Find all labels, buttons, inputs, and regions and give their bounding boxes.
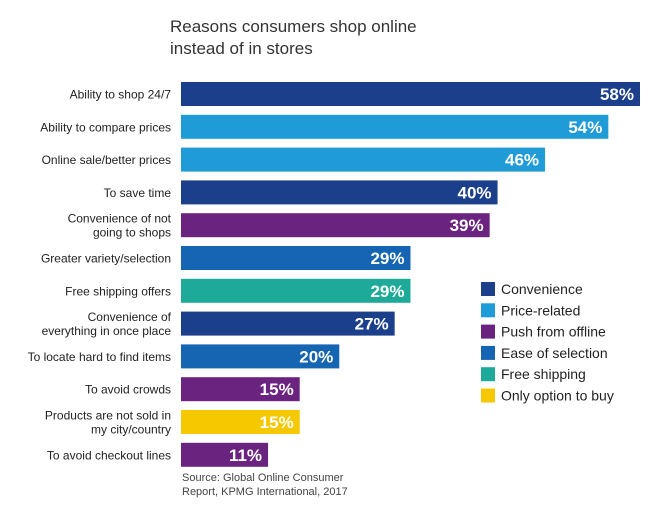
- bar: [181, 442, 269, 467]
- bar-value-label: 58%: [600, 85, 634, 104]
- source-line-1: Source: Global Online Consumer: [182, 472, 344, 484]
- legend-label: Free shipping: [501, 366, 586, 382]
- legend-swatch: [481, 282, 495, 296]
- category-label: Ability to shop 24/7: [70, 88, 172, 102]
- category-label: Convenience of: [88, 310, 172, 324]
- category-label: Ability to compare prices: [40, 120, 171, 134]
- legend-label: Push from offline: [501, 324, 606, 340]
- legend-swatch: [481, 367, 495, 382]
- bar-value-label: 29%: [370, 282, 404, 301]
- category-label: my city/country: [91, 423, 171, 437]
- bar: [181, 377, 300, 402]
- legend-swatch: [481, 388, 495, 403]
- bar-value-label: 15%: [260, 413, 294, 432]
- bar: [181, 344, 340, 369]
- source-note: Source: Global Online Consumer Report, K…: [182, 471, 348, 499]
- category-label: Greater variety/selection: [41, 252, 171, 266]
- legend-label: Ease of selection: [501, 345, 608, 361]
- legend-swatch: [481, 324, 495, 339]
- legend-swatch: [481, 303, 495, 318]
- bar-value-label: 54%: [568, 118, 602, 137]
- bar-value-label: 40%: [458, 183, 492, 202]
- legend-swatch: [481, 345, 495, 360]
- bar: [181, 278, 411, 303]
- bar-value-label: 27%: [355, 315, 389, 334]
- bar: [181, 410, 300, 434]
- bar-value-label: 20%: [299, 347, 333, 366]
- legend-label: Only option to buy: [501, 388, 614, 404]
- bar: [181, 147, 546, 172]
- legend-label: Convenience: [501, 281, 583, 297]
- source-line-2: Report, KPMG International, 2017: [182, 486, 348, 498]
- bar: [181, 213, 490, 238]
- chart-title: Reasons consumers shop online instead of…: [170, 16, 417, 60]
- bar-value-label: 15%: [260, 380, 294, 399]
- category-label: Free shipping offers: [65, 284, 171, 298]
- category-label: To avoid crowds: [85, 383, 171, 397]
- category-label: To avoid checkout lines: [47, 448, 171, 462]
- category-label: To save time: [104, 186, 172, 200]
- category-label: Online sale/better prices: [42, 153, 171, 167]
- bar-value-label: 29%: [370, 249, 404, 268]
- category-label: Convenience of not: [68, 212, 172, 226]
- chart-title-line-2: instead of in stores: [170, 39, 313, 58]
- category-label: Products are not sold in: [45, 409, 171, 423]
- bar: [181, 82, 640, 106]
- bar-value-label: 39%: [450, 216, 484, 235]
- bar: [181, 180, 498, 205]
- category-label: everything in once place: [42, 324, 172, 338]
- category-label: going to shops: [93, 226, 171, 240]
- bar-value-label: 11%: [229, 446, 262, 465]
- bar: [181, 114, 609, 139]
- category-label: To locate hard to find items: [28, 350, 171, 364]
- chart-title-line-1: Reasons consumers shop online: [170, 17, 417, 36]
- legend-label: Price-related: [501, 302, 580, 318]
- bar: [181, 311, 395, 336]
- bar: [181, 246, 411, 270]
- bar-value-label: 46%: [505, 151, 539, 170]
